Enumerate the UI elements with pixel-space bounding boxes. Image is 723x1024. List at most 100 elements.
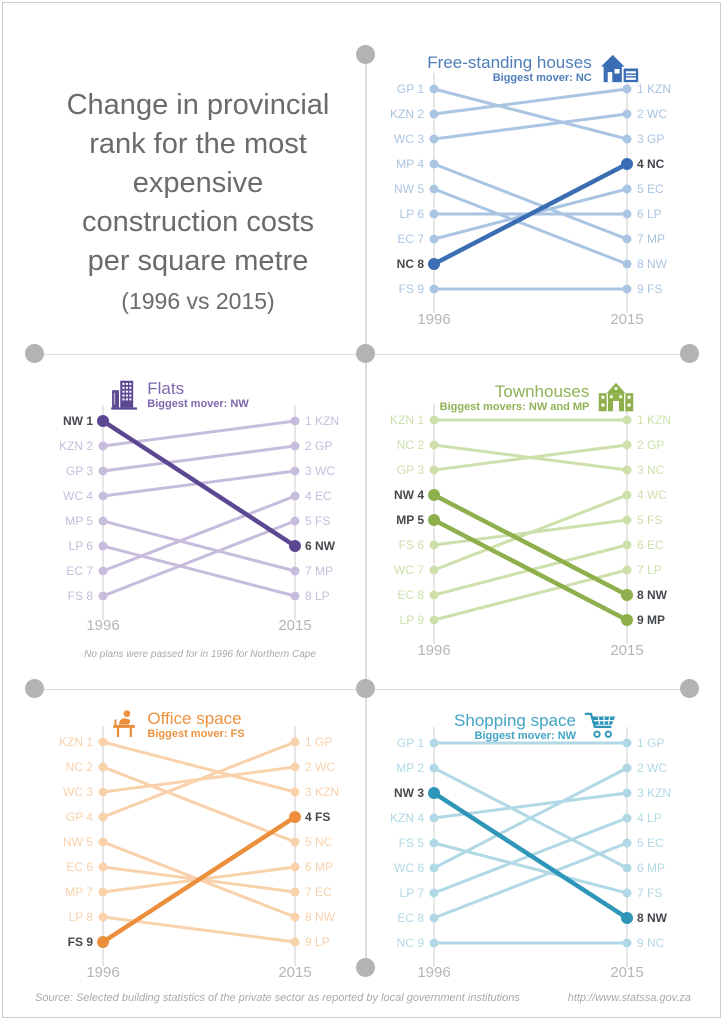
rank-label-right: 3 WC (305, 464, 335, 478)
pin-dot (25, 679, 44, 698)
rank-dot (290, 937, 300, 947)
slope-line-NW (100, 418, 298, 549)
rank-dot (622, 788, 632, 798)
rank-dot (290, 516, 300, 526)
rank-label-left: NC 2 (66, 760, 94, 774)
page-title: Change in provincial rank for the most e… (38, 86, 358, 281)
rank-dot (429, 913, 439, 923)
slope-line-GP (101, 740, 297, 819)
page-title-line: per square metre (87, 245, 309, 277)
rank-dot (429, 838, 439, 848)
chart-title: Free-standing houses (427, 53, 592, 72)
rank-dot (622, 134, 632, 144)
rank-dot (98, 737, 108, 747)
rank-label-right: 1 KZN (637, 413, 671, 427)
rank-label-right: 1 KZN (305, 414, 339, 428)
slope-line-GP (432, 443, 629, 472)
rank-dot (621, 158, 633, 170)
pin-dot (356, 45, 375, 64)
rank-label-left: WC 4 (63, 489, 93, 503)
townhouse-icon (599, 382, 634, 412)
rank-label-left: FS 5 (399, 836, 425, 850)
rank-label-right: 4 FS (305, 810, 330, 824)
rank-dot (429, 134, 439, 144)
rank-label-left: NC 2 (397, 438, 425, 452)
rank-label-right: 1 GP (637, 736, 664, 750)
rank-dot (428, 489, 440, 501)
rank-dot (622, 184, 632, 194)
year-label: 1996 (86, 964, 119, 981)
rank-dot (290, 762, 300, 772)
rank-label-left: GP 3 (66, 464, 93, 478)
rank-label-left: MP 7 (65, 885, 93, 899)
free-standing-houses-slopegraph: 1996 2015 GP 1 3 GP KZN 2 1 KZN WC 3 2 WC MP 4 7 … (390, 73, 671, 328)
rank-dot (98, 787, 108, 797)
chart-header: Shopping space Biggest mover: NW (370, 711, 715, 743)
source-url: http://www.statssa.gov.za (567, 992, 691, 1004)
year-label: 2015 (610, 964, 643, 981)
rank-dot (622, 813, 632, 823)
rank-dot (622, 763, 632, 773)
rank-dot (429, 590, 439, 600)
rank-dot (98, 762, 108, 772)
pin-dot (356, 958, 375, 977)
rank-label-left: WC 6 (394, 861, 424, 875)
slope-line-LP (101, 544, 297, 598)
rank-label-left: GP 3 (397, 463, 424, 477)
rank-label-left: NW 5 (394, 182, 424, 196)
rank-label-right: 8 LP (305, 589, 330, 603)
rank-label-right: 6 MP (637, 861, 665, 875)
chart-subtitle: Biggest mover: NW (474, 730, 576, 742)
rank-label-right: 5 FS (637, 513, 662, 527)
rank-label-left: EC 7 (66, 564, 93, 578)
rank-dot (622, 84, 632, 94)
rank-dot (429, 738, 439, 748)
rank-dot (429, 763, 439, 773)
rank-dot (290, 416, 300, 426)
rank-dot (290, 466, 300, 476)
rank-label-left: GP 4 (66, 810, 93, 824)
rank-dot (622, 565, 632, 575)
rank-label-right: 5 FS (305, 514, 330, 528)
rank-dot (290, 862, 300, 872)
rank-dot (428, 787, 440, 799)
slope-line-MP (431, 517, 630, 623)
rank-dot (621, 912, 633, 924)
chart-title: Townhouses (494, 382, 590, 401)
slope-line-EC (432, 841, 629, 920)
rank-dot (622, 259, 632, 269)
rank-dot (98, 541, 108, 551)
rank-label-right: 2 WC (305, 760, 335, 774)
rank-label-left: KZN 1 (390, 413, 424, 427)
rank-label-right: 8 NW (305, 910, 336, 924)
rank-dot (622, 440, 632, 450)
rank-label-right: 1 KZN (637, 82, 671, 96)
slope-line-WC (432, 493, 629, 572)
year-label: 2015 (278, 617, 311, 634)
rank-dot (429, 565, 439, 575)
rank-label-right: 3 GP (637, 132, 664, 146)
rank-dot (621, 589, 633, 601)
rank-label-right: 9 NC (637, 936, 665, 950)
source-note: Source: Selected building statistics of … (35, 992, 520, 1004)
rank-dot (622, 465, 632, 475)
chart-title: Flats (147, 379, 185, 398)
rank-label-right: 6 EC (637, 538, 664, 552)
rank-label-left: GP 1 (397, 736, 424, 750)
rank-label-right: 7 MP (637, 232, 665, 246)
slope-line-KZN (432, 87, 629, 116)
rank-label-right: 5 NC (305, 835, 333, 849)
rank-dot (429, 465, 439, 475)
chart-townhouses: 1996 2015 KZN 1 1 KZN NC 2 3 NC GP 3 2 GP FS 6 5 … (370, 376, 715, 681)
pin-dot (356, 679, 375, 698)
rank-label-right: 9 MP (637, 613, 665, 627)
rank-dot (621, 614, 633, 626)
pin-dot (680, 679, 699, 698)
chart-office-space: 1996 2015 KZN 1 3 KZN NC 2 5 NC WC 3 2 WC GP 4 1 … (35, 703, 365, 1003)
townhouses-slopegraph: 1996 2015 KZN 1 1 KZN NC 2 3 NC GP 3 2 GP FS 6 5 … (390, 404, 671, 659)
rank-label-left: NW 3 (394, 786, 424, 800)
rank-dot (429, 84, 439, 94)
rank-dot (429, 615, 439, 625)
rank-label-right: 4 LP (637, 811, 662, 825)
rank-label-left: KZN 2 (390, 107, 424, 121)
